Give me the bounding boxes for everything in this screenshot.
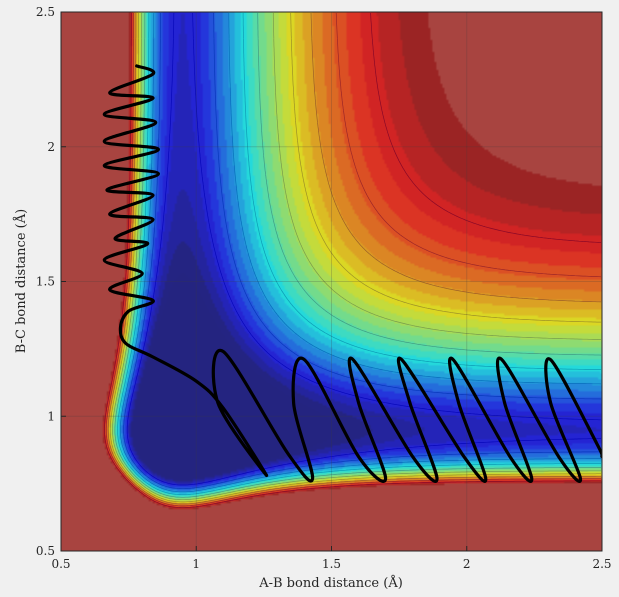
y-axis-ticks: 0.5 1 1.5 2 2.5: [36, 5, 66, 558]
y-axis-label: B-C bond distance (Å): [13, 209, 29, 353]
x-tick-label: 0.5: [51, 557, 70, 571]
y-tick-label: 0.5: [36, 544, 55, 558]
x-axis-label: A-B bond distance (Å): [258, 575, 403, 591]
trajectory-line: [102, 64, 602, 484]
y-tick-label: 1: [47, 409, 55, 423]
contour-level-10: [104, 12, 602, 509]
x-tick-label: 1: [192, 557, 200, 571]
x-tick-label: 2.5: [592, 557, 611, 571]
y-tick-label: 2: [47, 140, 55, 154]
y-tick-label: 1.5: [36, 275, 55, 289]
contour-level-6: [112, 13, 601, 501]
contour-level-8: [107, 12, 602, 505]
x-tick-label: 1.5: [322, 557, 341, 571]
x-tick-label: 2: [463, 557, 471, 571]
y-tick-label: 2.5: [36, 5, 55, 19]
x-axis-ticks: 0.5 1 1.5 2 2.5: [51, 546, 612, 571]
